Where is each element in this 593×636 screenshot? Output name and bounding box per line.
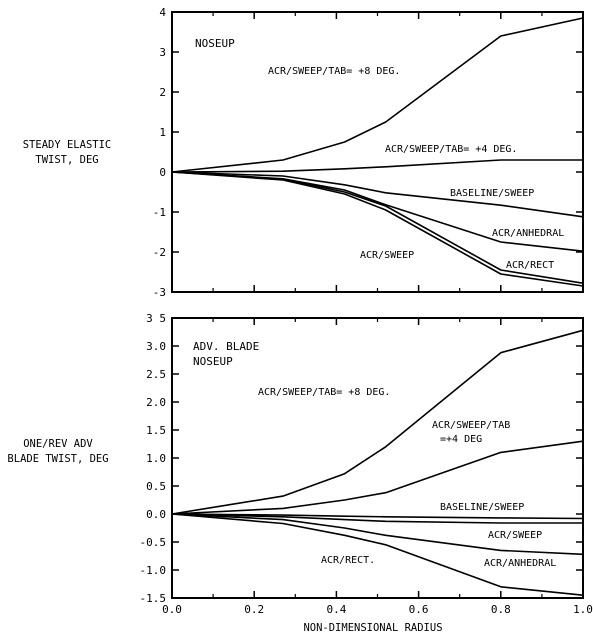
top-ylabel-line-2: TWIST, DEG xyxy=(35,154,98,166)
top-y-tick-label: 2 xyxy=(159,86,166,99)
bottom-y-tick-label: -1.5 xyxy=(140,592,167,605)
bottom-ylabel-line-1: ONE/REV ADV xyxy=(23,438,93,450)
bottom-annotation-anhedral: ACR/ANHEDRAL xyxy=(484,558,556,569)
top-y-tick-label: -2 xyxy=(153,246,166,259)
top-annotation-tab8: ACR/SWEEP/TAB= +8 DEG. xyxy=(268,66,400,77)
bottom-annotation-tab4-line-1: ACR/SWEEP/TAB xyxy=(432,420,510,431)
bottom-y-tick-label: 1.5 xyxy=(146,424,166,437)
bottom-x-tick-label: 1.0 xyxy=(573,603,593,616)
top-panel: -3 -2 -1 0 1 2 3 4 xyxy=(153,6,584,299)
top-annotation-acr-sweep: ACR/SWEEP xyxy=(360,250,414,261)
bottom-y-tick-label: 3 5 xyxy=(146,312,166,325)
top-y-tick-label: 1 xyxy=(159,126,166,139)
bottom-series-line-acr-sweep-tab-8-deg xyxy=(171,329,584,515)
bottom-series-line-acr-sweep-tab-4-deg xyxy=(171,440,584,515)
top-series-line-baseline-sweep xyxy=(171,171,584,218)
bottom-x-tick-label: 0.4 xyxy=(326,603,346,616)
top-y-tick-label: 3 xyxy=(159,46,166,59)
top-annotation-anhedral: ACR/ANHEDRAL xyxy=(492,228,564,239)
top-corner-label: NOSEUP xyxy=(195,37,235,50)
top-y-tick-label: 0 xyxy=(159,166,166,179)
x-axis-label: NON-DIMENSIONAL RADIUS xyxy=(303,622,442,634)
bottom-y-tick-label: 0.5 xyxy=(146,480,166,493)
top-y-tick-label: -3 xyxy=(153,286,166,299)
bottom-annotation-tab8: ACR/SWEEP/TAB= +8 DEG. xyxy=(258,387,390,398)
top-series-line-acr-sweep-tab-4-deg xyxy=(171,159,583,173)
bottom-y-tick-label: 0.0 xyxy=(146,508,166,521)
bottom-x-tick-label: 0.0 xyxy=(162,603,182,616)
bottom-series-line-acr-sweep xyxy=(171,513,583,524)
top-series-line-acr-anhedral xyxy=(171,171,584,252)
bottom-series-line-acr-rect xyxy=(171,513,584,596)
bottom-x-tick-label: 0.8 xyxy=(491,603,511,616)
bottom-y-tick-label: -0.5 xyxy=(140,536,167,549)
top-y-tick-label: 4 xyxy=(159,6,166,19)
top-series-line-acr-sweep-tab-8-deg xyxy=(171,17,584,173)
top-annotation-acr-rect: ACR/RECT xyxy=(506,260,554,271)
bottom-ylabel-line-2: BLADE TWIST, DEG xyxy=(7,453,108,465)
bottom-corner-label-line-1: ADV. BLADE xyxy=(193,340,259,353)
bottom-x-tick-label: 0.6 xyxy=(409,603,429,616)
bottom-annotation-acr-sweep: ACR/SWEEP xyxy=(488,530,542,541)
bottom-series-line-baseline-sweep xyxy=(171,513,584,520)
top-annotation-tab4: ACR/SWEEP/TAB= +4 DEG. xyxy=(385,144,517,155)
bottom-annotation-baseline-sweep: BASELINE/SWEEP xyxy=(440,502,524,513)
bottom-y-tick-label: -1.0 xyxy=(140,564,167,577)
bottom-plot-frame xyxy=(171,317,584,599)
bottom-y-tick-label: 3.0 xyxy=(146,340,166,353)
bottom-panel: -1.5 -1.0 -0.5 0.0 0.5 1.0 1.5 2.0 2.5 3.0 3 5 0.0 0… xyxy=(140,312,593,616)
bottom-annotation-acr-rect: ACR/RECT. xyxy=(321,555,375,566)
bottom-annotation-tab4-line-2: =+4 DEG xyxy=(440,434,482,445)
top-ylabel-line-1: STEADY ELASTIC xyxy=(23,139,112,151)
top-series-line-acr-rect xyxy=(171,171,584,284)
bottom-series-line-acr-anhedral xyxy=(171,513,584,556)
bottom-y-tick-label: 1.0 xyxy=(146,452,166,465)
bottom-y-tick-label: 2.5 xyxy=(146,368,166,381)
top-annotation-baseline-sweep: BASELINE/SWEEP xyxy=(450,188,534,199)
bottom-y-tick-label: 2.0 xyxy=(146,396,166,409)
top-y-tick-label: -1 xyxy=(153,206,166,219)
bottom-corner-label-line-2: NOSEUP xyxy=(193,355,233,368)
bottom-x-tick-label: 0.2 xyxy=(244,603,264,616)
